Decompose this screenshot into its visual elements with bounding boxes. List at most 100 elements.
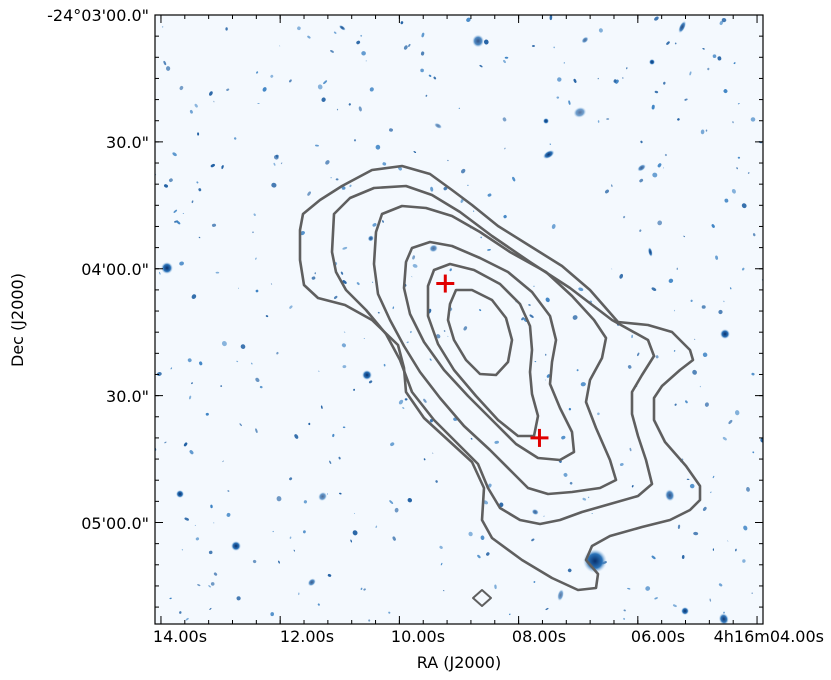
galaxy (317, 603, 320, 606)
galaxy (293, 549, 295, 552)
y-tick-label: -24°03'00.0" (47, 6, 149, 25)
galaxy (429, 419, 433, 423)
galaxy (557, 77, 562, 82)
galaxy (722, 437, 727, 441)
source-markers (436, 274, 549, 447)
galaxy (429, 244, 438, 253)
galaxy (236, 596, 241, 601)
galaxy (332, 433, 335, 438)
galaxy (664, 489, 675, 502)
galaxy (208, 585, 211, 588)
y-tick-label: 04'00.0" (81, 260, 149, 279)
galaxy (209, 607, 212, 610)
galaxy (676, 267, 678, 270)
galaxy (184, 517, 189, 521)
galaxy (731, 188, 736, 194)
galaxy (750, 117, 756, 122)
galaxy (238, 287, 239, 289)
galaxy (279, 45, 281, 47)
galaxy (533, 285, 535, 287)
galaxy (225, 27, 228, 31)
galaxy (213, 100, 215, 103)
y-axis-title: Dec (J2000) (8, 273, 27, 367)
galaxy (652, 172, 658, 178)
galaxy (702, 352, 708, 358)
galaxy (307, 35, 311, 39)
galaxy (597, 77, 599, 80)
galaxy (308, 422, 311, 426)
axes-frame (154, 14, 764, 625)
galaxy (494, 584, 497, 590)
galaxy (352, 530, 358, 536)
galaxy (689, 483, 695, 489)
galaxy (746, 487, 750, 492)
contour-level-5 (426, 262, 540, 438)
galaxy (339, 492, 342, 495)
galaxy (553, 46, 556, 49)
galaxy (428, 74, 432, 77)
galaxy (434, 122, 442, 129)
galaxy (677, 118, 680, 121)
galaxy (677, 524, 681, 529)
contour-level-2 (330, 184, 656, 526)
galaxy (220, 385, 223, 388)
galaxy (342, 426, 346, 429)
galaxy (298, 592, 300, 596)
galaxy (342, 246, 348, 250)
galaxy (681, 555, 685, 559)
galaxy (707, 67, 710, 71)
galaxy (336, 108, 339, 111)
galaxy (468, 531, 473, 537)
galaxy (271, 182, 277, 188)
galaxy (747, 172, 750, 174)
galaxy (183, 442, 188, 447)
galaxy (443, 186, 448, 191)
galaxy (265, 315, 269, 318)
galaxy (383, 363, 386, 367)
galaxy (179, 611, 182, 614)
galaxy (411, 276, 413, 278)
galaxy (208, 550, 213, 555)
galaxy (733, 62, 736, 65)
galaxy (252, 231, 254, 234)
galaxy (611, 268, 613, 270)
galaxy (320, 405, 323, 409)
galaxy (741, 203, 747, 209)
galaxy (333, 295, 338, 299)
galaxy (240, 344, 246, 349)
galaxy (338, 456, 341, 460)
galaxy (442, 590, 445, 592)
galaxy (637, 164, 646, 172)
galaxy (542, 150, 555, 159)
galaxy (463, 326, 468, 331)
galaxy (718, 309, 723, 315)
galaxy (435, 480, 438, 483)
galaxy (672, 604, 677, 608)
galaxy (694, 338, 696, 341)
galaxy (189, 109, 193, 114)
galaxy (534, 361, 537, 363)
galaxy (567, 568, 572, 573)
galaxy (259, 385, 263, 389)
galaxy (407, 498, 413, 503)
galaxy (321, 97, 326, 102)
x-tick-label: 06.00s (631, 627, 685, 646)
galaxy (168, 178, 173, 182)
galaxy (606, 118, 610, 120)
galaxy (655, 355, 659, 359)
galaxy (572, 315, 578, 320)
galaxy (640, 140, 643, 144)
galaxy (568, 100, 571, 105)
galaxy (544, 379, 546, 381)
galaxy (494, 440, 499, 444)
galaxy (478, 309, 482, 312)
x-tick-label: 4h16m04.00s (714, 627, 824, 646)
galaxy (289, 79, 292, 83)
galaxy (198, 236, 201, 239)
galaxy (503, 214, 507, 219)
galaxy (318, 370, 320, 372)
galaxy (546, 374, 551, 378)
galaxy (631, 334, 633, 339)
galaxy (270, 612, 275, 617)
galaxy (718, 583, 723, 587)
